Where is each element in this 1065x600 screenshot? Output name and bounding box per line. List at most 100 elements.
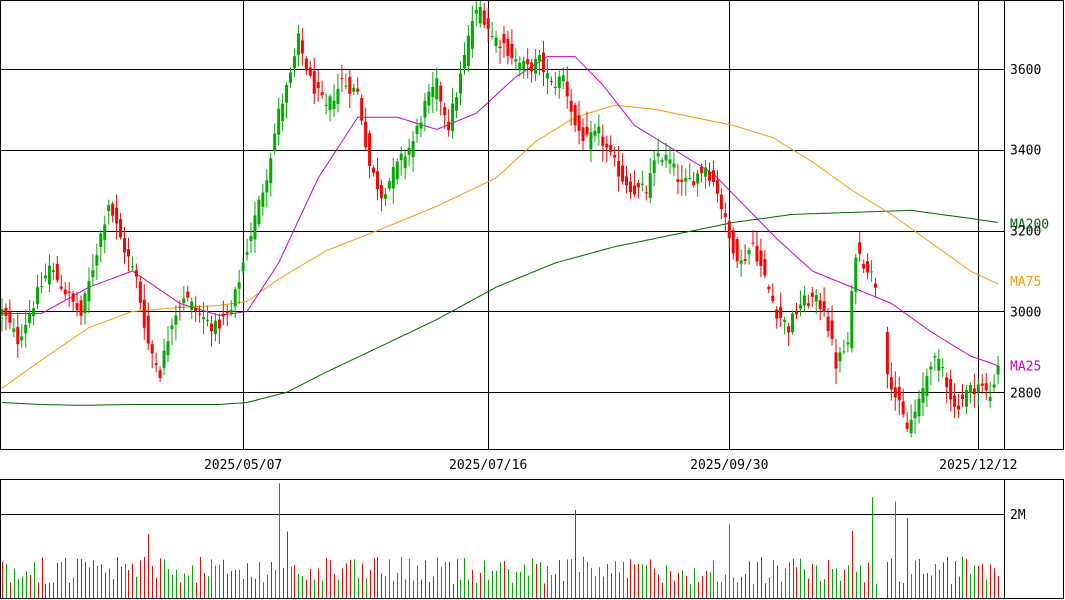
candle-down (55, 264, 59, 281)
candle-down (743, 259, 747, 261)
candle-up (391, 167, 395, 189)
candle-down (889, 377, 893, 390)
candle-down (601, 136, 605, 146)
candle-up (162, 350, 166, 368)
candle-down (945, 377, 949, 388)
candle-up (47, 265, 51, 285)
candle-up (99, 233, 103, 247)
candle-down (59, 286, 63, 289)
candle-up (261, 192, 265, 207)
candle-down (885, 332, 889, 375)
volume-bars (2, 483, 999, 599)
candle-up (490, 35, 494, 37)
candle-down (372, 167, 376, 173)
candle-up (656, 153, 660, 157)
candle-down (316, 82, 320, 89)
candle-down (822, 301, 826, 312)
candle-down (830, 320, 834, 339)
candle-down (526, 59, 530, 65)
candle-down (893, 387, 897, 398)
candle-up (561, 75, 565, 82)
candle-up (545, 73, 549, 79)
candle-up (458, 73, 462, 94)
candle-up (557, 76, 561, 88)
candle-up (522, 61, 526, 69)
candle-down (775, 309, 779, 319)
candle-up (802, 295, 806, 306)
candle-down (8, 311, 12, 323)
candle-up (518, 62, 522, 71)
candle-down (360, 97, 364, 121)
ma75-line (1, 104, 999, 389)
candle-up (791, 313, 795, 333)
candle-down (957, 405, 961, 410)
candle-down (625, 176, 629, 186)
candle-up (383, 194, 387, 199)
candle-down (486, 18, 490, 29)
candle-up (130, 266, 134, 268)
candle-up (913, 411, 917, 419)
candle-down (617, 160, 621, 177)
candle-up (0, 309, 4, 316)
candle-up (640, 183, 644, 185)
candle-up (921, 387, 925, 403)
candle-up (241, 262, 245, 272)
candle-down (676, 179, 680, 183)
candle-up (992, 384, 996, 388)
candle-up (929, 366, 933, 370)
candle-up (83, 293, 87, 314)
candle-down (711, 170, 715, 183)
candle-down (356, 88, 360, 92)
candle-up (202, 317, 206, 320)
candle-down (178, 306, 182, 308)
candle-up (28, 313, 32, 324)
candle-up (838, 352, 842, 362)
candle-up (257, 199, 261, 224)
candle-down (834, 352, 838, 369)
candle-down (482, 10, 486, 25)
candle-down (194, 308, 198, 311)
ma-label: MA25 (1010, 360, 1041, 375)
candle-up (289, 72, 293, 83)
candle-down (810, 292, 814, 297)
candle-up (462, 55, 466, 69)
candle-up (909, 419, 913, 434)
candle-down (862, 263, 866, 269)
candle-down (901, 401, 905, 415)
candle-down (577, 115, 581, 131)
date-tick-label: 2025/07/16 (449, 458, 527, 473)
candle-down (154, 363, 158, 365)
candle-down (644, 192, 648, 194)
candle-down (779, 306, 783, 318)
candle-down (874, 283, 878, 288)
candle-down (759, 250, 763, 266)
candle-down (67, 291, 71, 293)
candle-down (858, 242, 862, 254)
price-tick-label: 3600 (1010, 63, 1041, 78)
candle-up (245, 252, 249, 255)
candle-down (972, 388, 976, 395)
candle-down (217, 319, 221, 329)
candle-down (960, 394, 964, 400)
candle-up (846, 342, 850, 345)
candle-down (4, 307, 8, 316)
ma25-line (2, 56, 999, 367)
candle-up (20, 336, 24, 341)
candle-down (897, 387, 901, 401)
candle-down (498, 46, 502, 49)
candle-down (138, 281, 142, 303)
candle-up (478, 6, 482, 24)
candle-down (304, 58, 308, 71)
candle-down (794, 311, 798, 315)
candle-down (368, 133, 372, 167)
candle-up (91, 270, 95, 278)
date-tick-label: 2025/05/07 (204, 458, 282, 473)
candle-up (95, 255, 99, 266)
candle-down (111, 203, 115, 216)
candle-down (632, 185, 636, 195)
candle-up (277, 108, 281, 135)
candle-up (324, 104, 328, 106)
candle-up (419, 122, 423, 129)
candle-down (150, 344, 154, 354)
